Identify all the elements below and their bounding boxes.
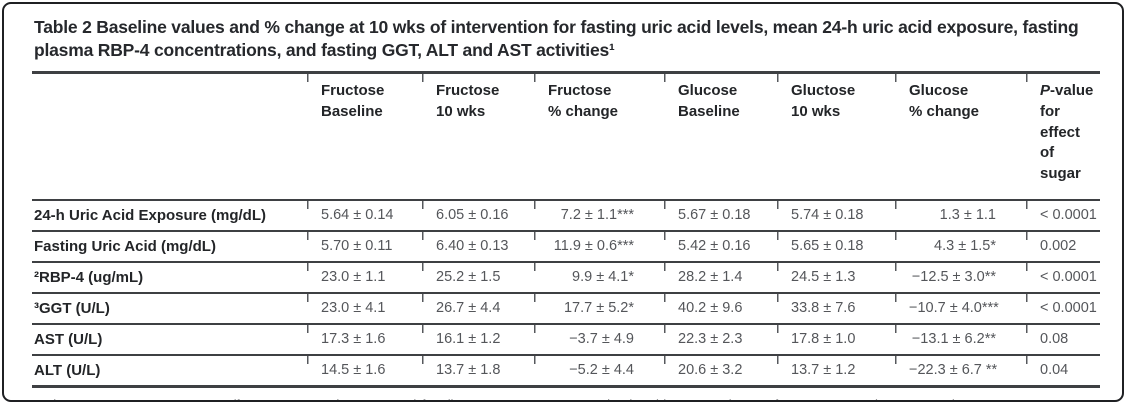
- table-cell: 13.7 ± 1.8: [422, 354, 534, 387]
- column-header-col-glucose-pct-change: Glucose% change: [895, 72, 1026, 200]
- row-label: 24-h Uric Acid Exposure (mg/dL): [34, 206, 266, 224]
- table-cell: 28.2 ± 1.4: [664, 261, 777, 293]
- table-cell: 23.0 ± 1.1: [307, 261, 422, 293]
- table-cell: 23.0 ± 4.1: [307, 292, 422, 324]
- row-label: ALT (U/L): [34, 361, 101, 379]
- table-row: 24-h Uric Acid Exposure (mg/dL) 5.64 ± 0.…: [32, 199, 1100, 231]
- column-header-col-fructose-pct-change: Fructose% change: [534, 72, 664, 200]
- table-row: Fasting Uric Acid (mg/dL) 5.70 ± 0.11 6.40…: [32, 230, 1100, 262]
- table-cell: 24.5 ± 1.3: [777, 261, 895, 293]
- table-cell: 13.7 ± 1.2: [777, 354, 895, 387]
- table-cell: < 0.0001: [1026, 199, 1100, 231]
- table-cell: 5.67 ± 0.18: [664, 199, 777, 231]
- row-label: Fasting Uric Acid (mg/dL): [34, 237, 216, 255]
- table-cell: < 0.0001: [1026, 261, 1100, 293]
- table-cell: −22.3 ± 6.7 **: [895, 354, 1026, 387]
- table-cell: 22.3 ± 2.3: [664, 323, 777, 355]
- table-cell: 6.40 ± 0.13: [422, 230, 534, 262]
- table-row: AST (U/L) 17.3 ± 1.6 16.1 ± 1.2 −3.7 ± 4.9 2…: [32, 323, 1100, 355]
- table-cell: 40.2 ± 9.6: [664, 292, 777, 324]
- table-row: ³GGT (U/L) 23.0 ± 4.1 26.7 ± 4.4 17.7 ± 5.2…: [32, 292, 1100, 324]
- table-cell: −12.5 ± 3.0**: [895, 261, 1026, 293]
- footnote-line: ¹Values are means ± SEM, n = 31 (fructos…: [34, 395, 1096, 400]
- column-header-col-glucose-baseline: Glucose Baseline: [664, 72, 777, 200]
- table-cell: 16.1 ± 1.2: [422, 323, 534, 355]
- table-title: Table 2 Baseline values and % change at …: [34, 17, 1079, 61]
- table-cell: 26.7 ± 4.4: [422, 292, 534, 324]
- table-cell: 6.05 ± 0.16: [422, 199, 534, 231]
- table-cell: 5.70 ± 0.11: [307, 230, 422, 262]
- header-row: Fructose Baseline Fructose 10 wks Fructose% …: [32, 72, 1100, 200]
- table-cell: 14.5 ± 1.6: [307, 354, 422, 387]
- table-cell: 20.6 ± 3.2: [664, 354, 777, 387]
- table-cell: 17.8 ± 1.0: [777, 323, 895, 355]
- table-cell: 0.002: [1026, 230, 1100, 262]
- table-cell: 5.74 ± 0.18: [777, 199, 895, 231]
- table-cell: 5.64 ± 0.14: [307, 199, 422, 231]
- table-cell: 7.2 ± 1.1***: [534, 199, 664, 231]
- column-header-col-p-value: P-value for effect of sugar: [1026, 72, 1100, 200]
- table-cell: 5.42 ± 0.16: [664, 230, 777, 262]
- table-cell: 0.08: [1026, 323, 1100, 355]
- table-cell: 9.9 ± 4.1*: [534, 261, 664, 293]
- table-cell: 0.04: [1026, 354, 1100, 387]
- table-cell: 17.3 ± 1.6: [307, 323, 422, 355]
- row-label: ²RBP-4 (ug/mL): [34, 268, 144, 286]
- column-header-col-fructose-baseline: Fructose Baseline: [307, 72, 422, 200]
- data-table: Fructose Baseline Fructose 10 wks Fructose% …: [32, 71, 1100, 388]
- table-cell: −3.7 ± 4.9: [534, 323, 664, 355]
- footnotes: ¹Values are means ± SEM, n = 31 (fructos…: [34, 395, 1096, 400]
- row-label: ³GGT (U/L): [34, 299, 110, 317]
- row-label: AST (U/L): [34, 330, 103, 348]
- table-cell: 1.3 ± 1.1: [895, 199, 1026, 231]
- table-row: ²RBP-4 (ug/mL) 23.0 ± 1.1 25.2 ± 1.5 9.9 ± …: [32, 261, 1100, 293]
- table-cell: −10.7 ± 4.0***: [895, 292, 1026, 324]
- table-cell: < 0.0001: [1026, 292, 1100, 324]
- column-header-col-fructose-10wks: Fructose 10 wks: [422, 72, 534, 200]
- table-cell: 5.65 ± 0.18: [777, 230, 895, 262]
- table-cell: 11.9 ± 0.6***: [534, 230, 664, 262]
- table-cell: 25.2 ± 1.5: [422, 261, 534, 293]
- table-cell: 17.7 ± 5.2*: [534, 292, 664, 324]
- table-cell: 33.8 ± 7.6: [777, 292, 895, 324]
- figure-frame: Table 2 Baseline values and % change at …: [2, 2, 1124, 402]
- table-cell: −5.2 ± 4.4: [534, 354, 664, 387]
- table-cell: 4.3 ± 1.5*: [895, 230, 1026, 262]
- column-header-row-header-column: [32, 73, 307, 200]
- table-cell: −13.1 ± 6.2**: [895, 323, 1026, 355]
- table-row: ALT (U/L) 14.5 ± 1.6 13.7 ± 1.8 −5.2 ± 4.4 2…: [32, 354, 1100, 387]
- column-header-col-gluctose-10wks: Gluctose 10 wks: [777, 72, 895, 200]
